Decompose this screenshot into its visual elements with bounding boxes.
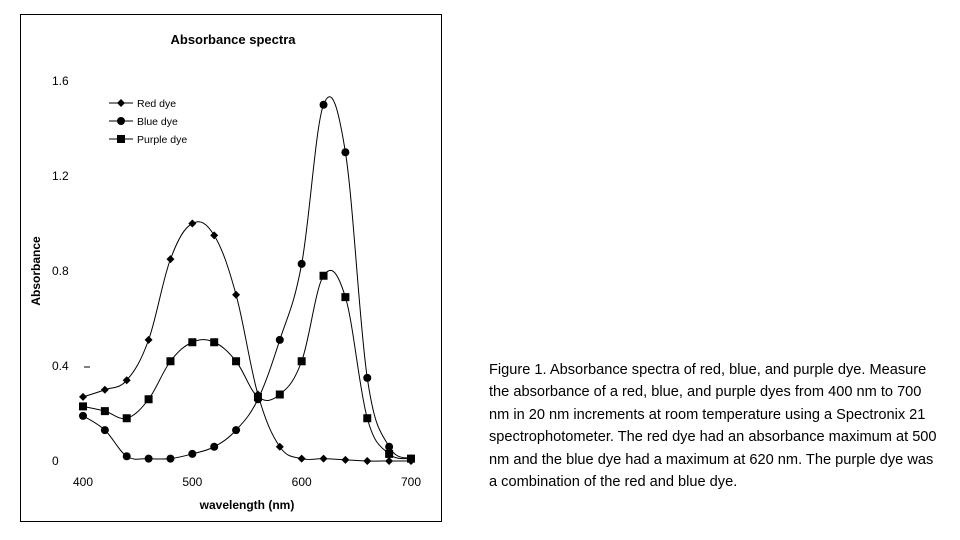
data-point-blue-dye xyxy=(188,449,197,458)
legend-label: Purple dye xyxy=(137,134,187,146)
data-point-red-dye xyxy=(275,442,284,451)
data-point-blue-dye xyxy=(100,426,109,435)
data-point-red-dye xyxy=(79,392,87,401)
data-point-blue-dye xyxy=(210,442,219,451)
x-tick-label: 600 xyxy=(292,475,312,489)
series-purple-dye xyxy=(79,270,415,463)
data-point-purple-dye xyxy=(407,454,415,463)
data-point-purple-dye xyxy=(210,338,219,347)
legend-item-blue-dye: Blue dye xyxy=(109,116,178,128)
data-point-blue-dye xyxy=(275,335,284,344)
data-point-red-dye xyxy=(144,335,153,344)
data-point-blue-dye xyxy=(363,373,372,382)
legend-label: Blue dye xyxy=(137,116,178,128)
data-point-red-dye xyxy=(210,231,219,240)
y-tick-label: 1.2 xyxy=(52,169,69,183)
data-point-red-dye xyxy=(100,385,109,394)
x-tick-label: 700 xyxy=(401,475,421,489)
legend-item-red-dye: Red dye xyxy=(109,98,176,110)
data-point-purple-dye xyxy=(100,407,109,416)
x-axis-label: wavelength (nm) xyxy=(199,498,295,512)
series-line-red-dye xyxy=(82,221,411,462)
data-point-red-dye xyxy=(188,219,197,228)
data-point-blue-dye xyxy=(144,454,153,463)
data-point-purple-dye xyxy=(144,395,153,404)
data-point-red-dye xyxy=(341,455,350,464)
data-point-blue-dye xyxy=(166,454,175,463)
figure-caption: Figure 1. Absorbance spectra of red, blu… xyxy=(489,362,937,491)
y-axis-label: Absorbance xyxy=(29,236,43,306)
data-point-blue-dye xyxy=(79,411,87,420)
data-point-purple-dye xyxy=(253,392,262,401)
y-tick-label: 0.8 xyxy=(52,264,69,278)
x-tick-label: 500 xyxy=(182,475,202,489)
legend-item-purple-dye: Purple dye xyxy=(109,134,187,146)
data-point-red-dye xyxy=(166,255,175,264)
data-point-purple-dye xyxy=(188,338,197,347)
legend: Red dye Blue dye Purple dye xyxy=(109,98,187,146)
data-point-red-dye xyxy=(232,290,241,299)
data-point-purple-dye xyxy=(297,357,306,366)
y-tick-label: 0 xyxy=(52,454,59,468)
data-point-blue-dye xyxy=(297,259,306,268)
series-line-blue-dye xyxy=(82,96,412,460)
data-point-red-dye xyxy=(122,376,131,385)
y-tick-labels: 0 0.4 0.8 1.2 1.6 xyxy=(52,74,90,468)
data-point-blue-dye xyxy=(232,426,241,435)
legend-label: Red dye xyxy=(137,98,176,110)
data-point-purple-dye xyxy=(275,390,284,399)
absorbance-chart: Absorbance spectra wavelength (nm) Absor… xyxy=(29,32,421,512)
series-line-purple-dye xyxy=(82,270,412,460)
data-point-red-dye xyxy=(385,457,394,465)
data-point-purple-dye xyxy=(319,271,328,280)
data-point-purple-dye xyxy=(79,402,87,411)
x-tick-labels: 400 500 600 700 xyxy=(73,475,421,489)
x-tick-label: 400 xyxy=(73,475,93,489)
y-tick-label: 1.6 xyxy=(52,74,69,88)
series-layer xyxy=(79,96,415,465)
data-point-purple-dye xyxy=(385,449,394,458)
data-point-purple-dye xyxy=(122,414,131,423)
data-point-purple-dye xyxy=(166,357,175,366)
data-point-red-dye xyxy=(297,454,306,463)
data-point-blue-dye xyxy=(341,148,350,157)
legend-marker xyxy=(117,99,125,107)
data-point-red-dye xyxy=(319,454,328,463)
data-point-purple-dye xyxy=(341,293,350,302)
data-point-blue-dye xyxy=(122,452,131,461)
data-point-red-dye xyxy=(363,457,372,465)
legend-marker xyxy=(117,117,125,125)
data-point-purple-dye xyxy=(363,414,372,423)
data-point-blue-dye xyxy=(385,442,394,451)
chart-frame: Absorbance spectra wavelength (nm) Absor… xyxy=(20,14,442,522)
data-point-purple-dye xyxy=(232,357,241,366)
chart-title: Absorbance spectra xyxy=(171,32,297,47)
legend-marker xyxy=(117,135,125,143)
series-red-dye xyxy=(79,219,415,465)
y-tick-label: 0.4 xyxy=(52,359,69,373)
data-point-blue-dye xyxy=(319,100,328,109)
